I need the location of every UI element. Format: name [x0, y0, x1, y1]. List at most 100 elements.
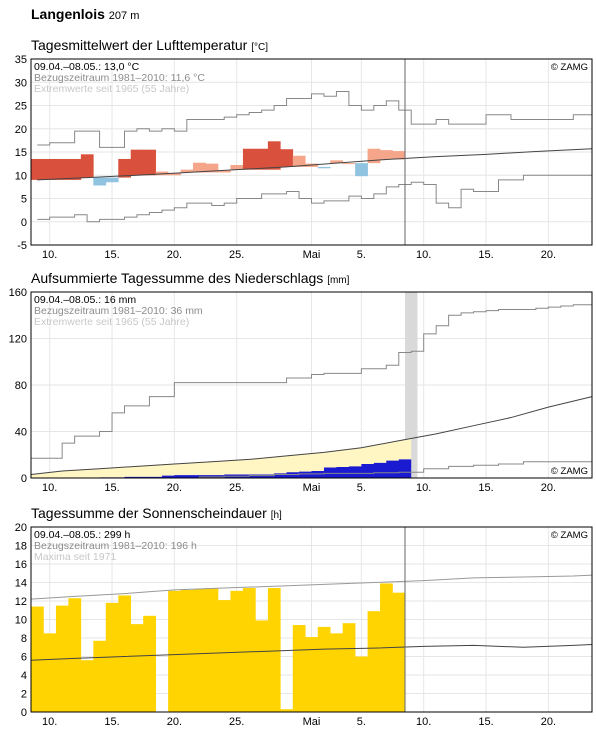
sun-bar [205, 588, 219, 712]
sun-ytick-label: 20 [15, 522, 27, 534]
temp-bar [242, 148, 256, 170]
temp-bar [143, 149, 156, 176]
sun-ytick-label: 0 [21, 707, 27, 719]
temp-bar [105, 177, 119, 183]
sun-bar [230, 590, 244, 712]
sunshine-unit: [h] [270, 510, 282, 521]
temp-bar [193, 162, 206, 173]
sun-ytick-label: 16 [15, 559, 27, 571]
temp-ytick-label: 20 [15, 124, 27, 136]
sun-ytick-label: 14 [15, 578, 27, 590]
station-heading: Langenlois 207 m [31, 6, 139, 22]
sun-bar [355, 656, 368, 712]
sun-bar [193, 588, 206, 712]
precip-actual-area [31, 459, 412, 478]
precip-xtick-label: 5. [357, 482, 366, 493]
sun-bar [68, 598, 82, 712]
temp-frame [30, 58, 593, 246]
sun-frame [30, 526, 593, 713]
temp-bar [205, 163, 219, 173]
precip-min-line [31, 460, 593, 479]
temperature-chart: -5 0 5 10 15 20 25 30 35 10. 15. 20. 25. Mai 5. 10. 15. 2… [15, 54, 593, 260]
sun-xtick-label: Mai [303, 716, 321, 728]
temp-xtick-label: 10. [416, 249, 431, 260]
temp-bar [255, 148, 269, 170]
precip-xtick-label: 20. [167, 482, 182, 493]
sun-xtick-label: 10. [42, 716, 57, 728]
sun-xtick-label: 25. [229, 716, 244, 728]
temp-info-line: Bezugszeitraum 1981–2010: 11,6 °C [34, 72, 205, 84]
temp-bar [230, 165, 244, 170]
temp-bar [93, 177, 107, 186]
sun-reference-line [30, 643, 593, 661]
temp-reference-line [37, 148, 593, 181]
sunshine-title: Tagessumme der Sonnenscheindauer [h] [31, 505, 282, 521]
temp-bar [267, 141, 281, 170]
precipitation-title-text: Aufsummierte Tagessumme des Niederschlag… [31, 270, 324, 286]
precip-current-day-band [405, 292, 418, 478]
precip-frame [30, 291, 593, 479]
precip-xtick-label: 10. [416, 482, 431, 493]
station-name: Langenlois [31, 6, 105, 22]
sun-bar [317, 626, 331, 712]
temp-xtick-label: 15. [104, 249, 119, 260]
sun-bar [392, 592, 406, 712]
temp-bar [118, 158, 132, 178]
temp-info-line: 09.04.–08.05.: 13,0 °C [34, 61, 140, 73]
temp-bar [367, 148, 381, 164]
sun-bar [130, 624, 144, 712]
sun-bar [118, 595, 132, 712]
temp-xtick-label: Mai [303, 249, 321, 260]
temp-ytick-label: 0 [21, 217, 27, 229]
precip-xtick-label: 15. [104, 482, 119, 493]
precip-reference-line [30, 396, 593, 476]
sun-bar [330, 633, 343, 712]
precip-info-line: Bezugszeitraum 1981–2010: 36 mm [34, 305, 203, 317]
precip-info-line: 09.04.–08.05.: 16 mm [34, 294, 136, 306]
temp-bar [330, 160, 343, 164]
sun-info-line: Bezugszeitraum 1981–2010: 196 h [34, 540, 197, 552]
precipitation-unit: [mm] [327, 275, 350, 286]
precip-info-line: Extremwerte seit 1965 (55 Jahre) [34, 316, 189, 328]
temp-bar [292, 155, 306, 167]
temp-bar [218, 170, 231, 173]
sun-info-line: 09.04.–08.05.: 299 h [34, 529, 130, 541]
precip-max-line [31, 303, 593, 459]
sun-xtick-label: 15. [104, 716, 119, 728]
temp-bar [180, 169, 194, 173]
temp-info-line: Extremwerte seit 1965 (55 Jahre) [34, 83, 189, 95]
sun-bar [93, 640, 107, 712]
temp-bar [392, 151, 406, 160]
sun-ytick-label: 4 [21, 670, 27, 682]
sun-bar [218, 600, 231, 712]
temp-xtick-label: 15. [478, 249, 493, 260]
sun-bar [267, 588, 281, 712]
temp-max-line [37, 91, 593, 148]
sun-max-line [30, 574, 593, 600]
temperature-title-text: Tagesmittelwert der Lufttemperatur [31, 37, 248, 53]
sun-bar [280, 709, 294, 712]
temp-ytick-label: 10 [15, 170, 27, 182]
sun-xtick-label: 20. [167, 716, 182, 728]
sun-bar [342, 623, 356, 712]
sun-bar [31, 606, 44, 712]
sun-bar [292, 625, 306, 712]
temp-ytick-label: 25 [15, 101, 27, 113]
sun-xtick-label: 5. [357, 716, 366, 728]
sun-xtick-label: 15. [478, 716, 493, 728]
temp-bar [168, 172, 181, 176]
sun-ytick-label: 8 [21, 633, 27, 645]
temp-ytick-label: 35 [15, 54, 27, 66]
temp-bar [43, 158, 57, 180]
sun-bar [367, 611, 381, 712]
precip-xtick-label: 25. [229, 482, 244, 493]
temp-bar [355, 163, 368, 177]
temperature-unit: [°C] [251, 42, 268, 53]
precip-credit: © ZAMG [551, 466, 588, 477]
temp-bar [68, 158, 82, 180]
sun-bar [242, 588, 256, 712]
sunshine-chart: 0 2 4 6 8 10 12 14 16 18 20 10. 15. 20. 25. Mai 5. 10. 15.… [15, 522, 593, 728]
precip-ytick-label: 160 [9, 287, 27, 299]
sun-bar [80, 660, 94, 712]
station-elevation: 207 m [108, 10, 140, 22]
